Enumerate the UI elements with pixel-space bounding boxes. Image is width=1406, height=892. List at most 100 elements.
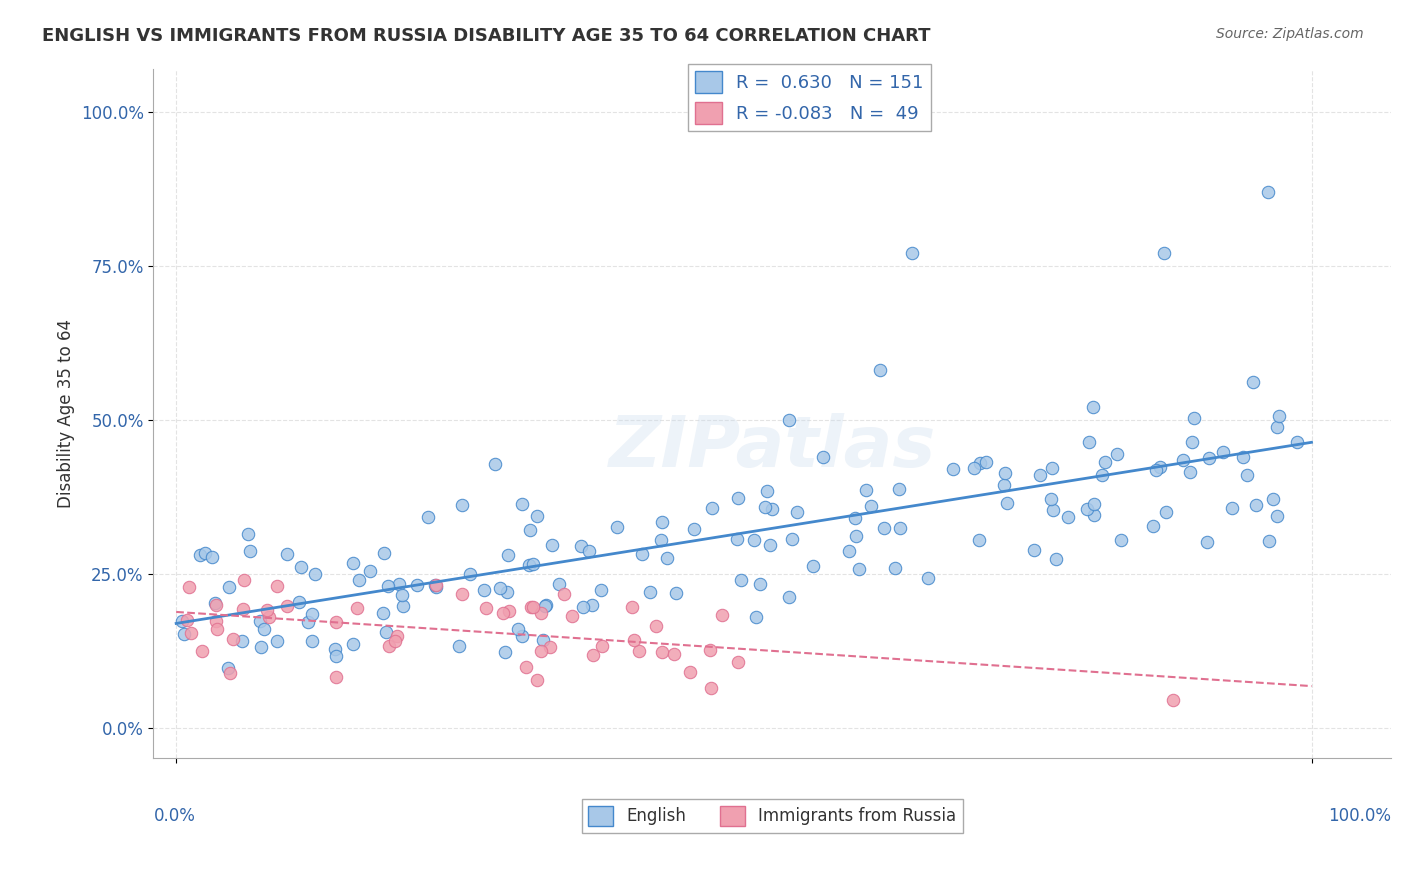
Point [963,461,986,475]
Point [845,529,868,543]
Point [191,644,214,658]
Point [901,246,924,260]
Point [679,665,702,680]
Point [974,455,997,469]
Point [526,509,548,524]
Point [1056,509,1078,524]
Point [786,505,808,519]
Point [218,580,240,594]
Point [233,573,256,587]
Point [385,629,408,643]
Point [222,632,245,647]
Point [1267,419,1289,434]
Point [538,640,561,654]
Point [342,637,364,651]
Point [855,483,877,498]
Point [494,645,516,659]
Point [373,546,395,560]
Point [1107,446,1129,460]
Point [651,645,673,659]
Point [1022,542,1045,557]
Point [1220,500,1243,515]
Point [995,496,1018,510]
Point [530,607,553,621]
Point [266,634,288,648]
Point [1178,466,1201,480]
Point [201,549,224,564]
Point [266,579,288,593]
Point [204,595,226,609]
Point [458,567,481,582]
Point [993,478,1015,492]
Point [232,602,254,616]
Point [621,599,644,614]
Point [249,614,271,628]
Point [249,640,271,654]
Point [1042,503,1064,517]
Point [1232,450,1254,464]
Point [205,622,228,636]
Point [346,601,368,615]
Point [517,558,540,572]
Point [172,614,194,628]
Point [378,639,401,653]
Point [889,521,911,535]
Point [276,547,298,561]
Point [488,581,510,595]
Point [1083,508,1105,523]
Point [884,561,907,575]
Point [375,624,398,639]
Point [623,633,645,648]
Point [581,598,603,612]
Point [778,590,800,604]
Point [1244,498,1267,512]
Point [540,538,562,552]
Point [218,666,240,681]
Point [496,548,519,562]
Point [702,500,724,515]
Point [492,607,515,621]
Point [813,450,835,464]
Point [325,670,347,684]
Point [869,363,891,377]
Point [1212,445,1234,459]
Point [727,655,749,669]
Point [1154,505,1177,519]
Point [1257,534,1279,549]
Point [484,457,506,471]
Point [742,533,765,548]
Point [530,644,553,658]
Point [1077,435,1099,450]
Point [754,500,776,514]
Point [217,661,239,675]
Point [1195,534,1218,549]
Point [917,571,939,585]
Point [297,615,319,630]
Point [627,644,650,658]
Point [450,587,472,601]
Point [606,520,628,534]
Point [371,606,394,620]
Point [1040,492,1063,507]
Point [534,598,557,612]
Text: Source: ZipAtlas.com: Source: ZipAtlas.com [1216,27,1364,41]
Point [359,565,381,579]
Point [655,550,678,565]
Point [967,533,990,547]
Point [578,544,600,558]
Point [1149,459,1171,474]
Point [495,585,517,599]
Point [194,546,217,560]
Point [572,599,595,614]
Point [231,634,253,648]
Point [644,619,666,633]
Point [301,607,323,622]
Point [180,626,202,640]
Point [1173,452,1195,467]
Legend: English, Immigrants from Russia: English, Immigrants from Russia [582,799,963,833]
Point [519,524,541,538]
Point [942,462,965,476]
Point [1081,400,1104,414]
Point [1045,551,1067,566]
Point [406,577,429,591]
